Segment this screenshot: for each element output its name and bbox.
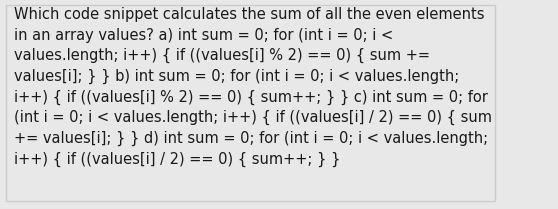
Text: Which code snippet calculates the sum of all the even elements
in an array value: Which code snippet calculates the sum of… (14, 8, 492, 167)
FancyBboxPatch shape (6, 5, 496, 201)
